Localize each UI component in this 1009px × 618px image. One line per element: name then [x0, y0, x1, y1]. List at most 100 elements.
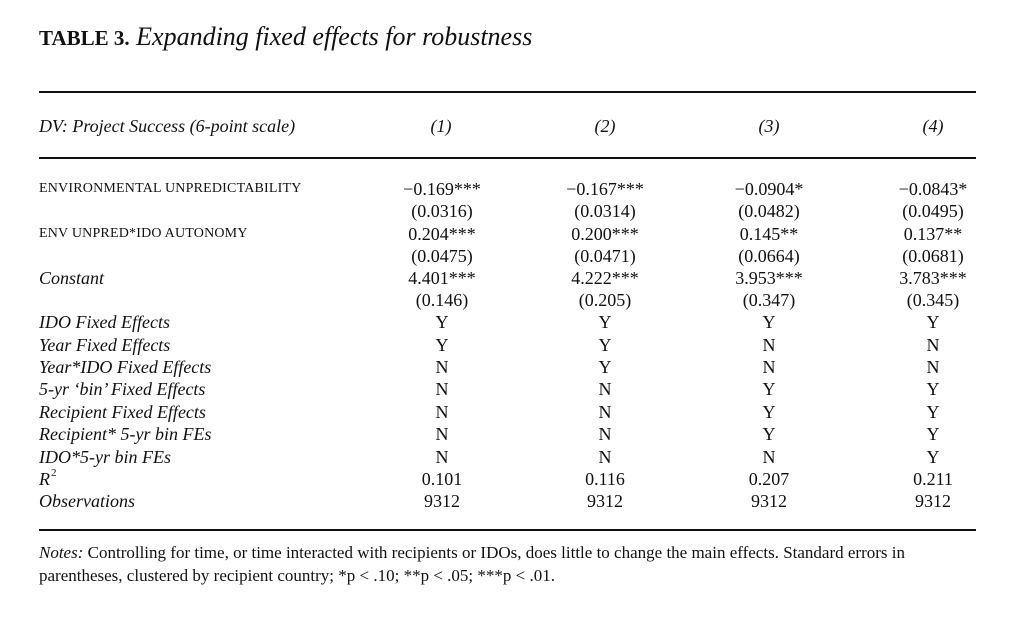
table-cell: N [762, 447, 776, 467]
table-cell: N [598, 402, 612, 422]
table-number: TABLE 3. [39, 26, 130, 50]
table-cell: Y [598, 335, 612, 355]
row-label: Constant [39, 268, 105, 288]
row-label: Recipient* 5-yr bin FEs [39, 424, 212, 444]
table-cell: (0.0495) [902, 201, 964, 221]
table-cell: Y [435, 312, 449, 332]
table-cell: N [435, 424, 449, 444]
table-cell: Y [762, 312, 776, 332]
table-cell: 0.204*** [408, 224, 476, 244]
table-cell: Y [598, 312, 612, 332]
table-cell: 0.137** [903, 224, 963, 244]
table-cell: N [926, 357, 940, 377]
table-cell: Y [926, 447, 940, 467]
notes-label: Notes: [39, 543, 84, 562]
table-cell: N [435, 402, 449, 422]
table-cell: Y [435, 335, 449, 355]
bottom-rule [39, 529, 976, 531]
table-cell: −0.167*** [566, 179, 644, 199]
table-row: ENV UNPRED*IDO AUTONOMY 0.204*** 0.200*** 0… [0, 223, 1009, 245]
table-cell: (0.0681) [902, 246, 964, 266]
table-cell: (0.345) [906, 290, 960, 310]
table-cell: 9312 [751, 491, 787, 511]
table-cell: Y [926, 379, 940, 399]
table-cell: N [435, 379, 449, 399]
table-cell: Y [598, 357, 612, 377]
table-row: R 2 0.101 0.116 0.207 0.211 [0, 467, 1009, 490]
table-row: Year*IDO Fixed Effects N Y N N [0, 356, 1009, 378]
column-header-3: (3) [758, 116, 780, 136]
table-cell: 0.207 [748, 469, 790, 489]
table-cell: (0.146) [415, 290, 469, 310]
table-cell: (0.347) [742, 290, 796, 310]
notes-text: Controlling for time, or time interacted… [39, 543, 905, 585]
table-cell: Y [926, 402, 940, 422]
table-cell: N [598, 379, 612, 399]
table-cell: 9312 [587, 491, 623, 511]
row-label: Observations [39, 491, 135, 511]
table-cell: 0.145** [739, 224, 799, 244]
column-header-2: (2) [594, 116, 616, 136]
table-cell: N [926, 335, 940, 355]
table-cell: 9312 [424, 491, 460, 511]
table-row: Recipient Fixed Effects N N Y Y [0, 401, 1009, 423]
table-row: ENVIRONMENTAL UNPREDICTABILITY −0.169*** −… [0, 178, 1009, 200]
header-rule [39, 157, 976, 159]
table-cell: 3.783*** [899, 268, 967, 288]
table-caption: Expanding fixed effects for robustness [136, 22, 533, 51]
table-cell: 0.116 [585, 469, 625, 489]
table-cell: 9312 [915, 491, 951, 511]
table-row: (0.0475) (0.0471) (0.0664) (0.0681) [0, 245, 1009, 267]
row-label: IDO Fixed Effects [39, 312, 170, 332]
column-header-1: (1) [430, 116, 452, 136]
table-cell: Y [926, 312, 940, 332]
table-cell: N [762, 357, 776, 377]
table-row: Constant 4.401*** 4.222*** 3.953*** 3.783*** [0, 267, 1009, 289]
table-row: 5-yr ‘bin’ Fixed Effects N N Y Y [0, 378, 1009, 400]
table-cell: N [435, 447, 449, 467]
row-label: ENV UNPRED*IDO AUTONOMY [39, 226, 248, 241]
row-label-superscript: 2 [51, 467, 57, 479]
top-rule [39, 91, 976, 93]
table-row: IDO*5-yr bin FEs N N N Y [0, 446, 1009, 468]
table-cell: (0.0471) [574, 246, 636, 266]
table-cell: 4.401*** [408, 268, 476, 288]
table-cell: N [762, 335, 776, 355]
table-row: (0.146) (0.205) (0.347) (0.345) [0, 289, 1009, 311]
table-cell: (0.0314) [574, 201, 636, 221]
row-label: IDO*5-yr bin FEs [39, 447, 171, 467]
table-row: Observations 9312 9312 9312 9312 [0, 490, 1009, 512]
table-title: TABLE 3. Expanding fixed effects for rob… [39, 22, 532, 52]
table-notes: Notes: Controlling for time, or time int… [39, 541, 979, 587]
row-label: Year*IDO Fixed Effects [39, 357, 212, 377]
table-cell: −0.0843* [898, 179, 968, 199]
table-cell: −0.169*** [403, 179, 481, 199]
table-row: IDO Fixed Effects Y Y Y Y [0, 311, 1009, 333]
row-label: ENVIRONMENTAL UNPREDICTABILITY [39, 181, 302, 196]
table-cell: (0.205) [578, 290, 632, 310]
table-cell: −0.0904* [734, 179, 804, 199]
row-label: Recipient Fixed Effects [39, 402, 206, 422]
row-label: 5-yr ‘bin’ Fixed Effects [39, 379, 206, 399]
table-row: (0.0316) (0.0314) (0.0482) (0.0495) [0, 200, 1009, 222]
column-header-4: (4) [922, 116, 944, 136]
table-cell: Y [762, 424, 776, 444]
table-cell: Y [926, 424, 940, 444]
table-cell: (0.0664) [738, 246, 800, 266]
dv-header: DV: Project Success (6-point scale) [39, 116, 296, 136]
table-cell: (0.0475) [411, 246, 473, 266]
row-label: R [39, 469, 50, 489]
table-row: Year Fixed Effects Y Y N N [0, 334, 1009, 356]
table-cell: 0.200*** [571, 224, 639, 244]
table-cell: N [435, 357, 449, 377]
table-cell: (0.0482) [738, 201, 800, 221]
table-cell: N [598, 447, 612, 467]
row-label: Year Fixed Effects [39, 335, 171, 355]
table-cell: Y [762, 402, 776, 422]
table-cell: 3.953*** [735, 268, 803, 288]
table-cell: 0.101 [421, 469, 463, 489]
table-cell: (0.0316) [411, 201, 473, 221]
table-cell: 4.222*** [571, 268, 639, 288]
table-row: Recipient* 5-yr bin FEs N N Y Y [0, 423, 1009, 445]
table-cell: N [598, 424, 612, 444]
